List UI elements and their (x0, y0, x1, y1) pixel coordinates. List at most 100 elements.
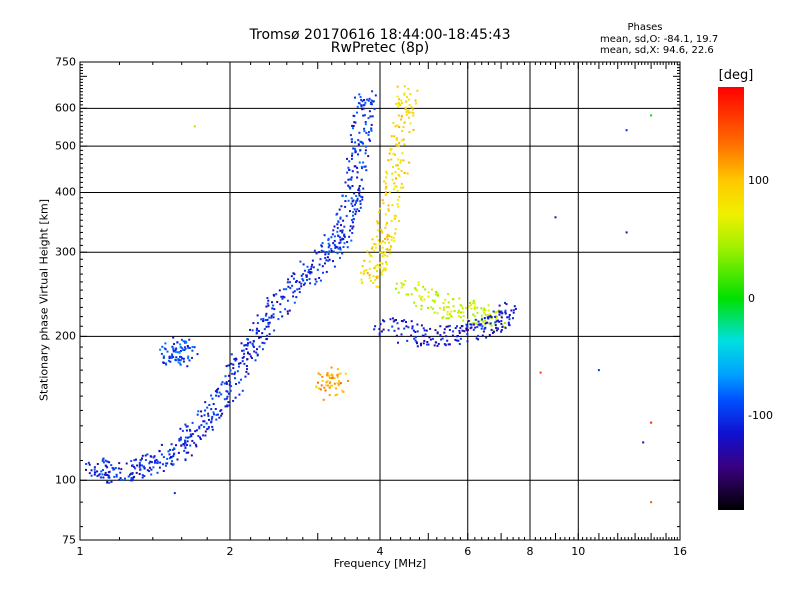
echo-point (386, 221, 388, 224)
echo-point (364, 165, 367, 168)
echo-point (311, 263, 314, 266)
echo-point (336, 252, 339, 255)
echo-point (296, 288, 299, 291)
echo-point (395, 102, 398, 105)
echo-point (191, 356, 193, 359)
echo-point (333, 244, 336, 246)
echo-point (188, 436, 191, 439)
echo-point (288, 281, 291, 284)
echo-point (93, 473, 96, 476)
isolated-echo-point (625, 231, 628, 234)
echo-point (407, 326, 410, 329)
echo-point (458, 332, 461, 334)
echo-point (96, 475, 99, 478)
echo-point (397, 291, 400, 294)
echo-point (167, 359, 170, 362)
echo-point (331, 384, 333, 387)
y-tick-label: 75 (62, 533, 76, 547)
echo-point (138, 473, 141, 475)
echo-point (395, 144, 398, 147)
echo-point (176, 458, 179, 461)
echo-point (395, 282, 398, 285)
echo-point (350, 202, 353, 205)
echo-point (371, 90, 374, 93)
echo-point (375, 285, 378, 288)
echo-point (454, 338, 457, 341)
echo-point (184, 423, 187, 426)
echo-point (408, 111, 410, 114)
echo-point (430, 306, 433, 309)
stats-x-mode: mean, sd,X: 94.6, 22.6 (600, 45, 714, 56)
echo-point (337, 384, 340, 387)
colorbar-unit: [deg] (718, 68, 754, 83)
echo-point (328, 244, 331, 247)
echo-point (172, 350, 175, 353)
echo-point (422, 335, 425, 337)
echo-point (391, 325, 394, 328)
echo-point (402, 159, 405, 162)
echo-point (405, 100, 408, 103)
echo-point (489, 313, 492, 316)
echo-point (285, 288, 288, 291)
echo-point (249, 355, 252, 358)
echo-point (125, 462, 128, 465)
echo-point (379, 266, 382, 269)
echo-point (482, 309, 485, 312)
echo-point (354, 150, 357, 153)
echo-point (246, 338, 249, 341)
echo-point (339, 216, 342, 219)
echo-point (179, 350, 182, 352)
echo-point (400, 102, 403, 105)
echo-point (314, 278, 317, 281)
y-tick-label: 300 (55, 245, 76, 259)
echo-point (474, 326, 477, 329)
echo-point (130, 477, 133, 479)
echo-point (261, 341, 264, 344)
echo-point (395, 177, 397, 180)
echo-point (327, 242, 330, 245)
echo-point (337, 373, 340, 376)
echo-point (381, 199, 384, 202)
echo-point (252, 345, 255, 348)
echo-point (498, 310, 501, 313)
echo-point (359, 202, 362, 205)
echo-point (182, 357, 185, 360)
echo-point (434, 293, 437, 296)
echo-point (484, 326, 487, 329)
echo-point (220, 393, 223, 396)
echo-point (403, 327, 406, 330)
echo-point (184, 341, 187, 344)
echo-point (355, 210, 358, 213)
echo-point (156, 471, 159, 474)
echo-point (395, 334, 398, 337)
echo-point (506, 316, 509, 319)
echo-point (355, 200, 358, 203)
echo-point (346, 246, 349, 249)
echo-point (446, 313, 449, 316)
echo-point (397, 102, 400, 105)
echo-point (350, 239, 353, 242)
echo-point (324, 389, 327, 392)
echo-point (369, 280, 372, 282)
echo-point (361, 100, 364, 103)
echo-point (401, 130, 404, 132)
echo-point (216, 413, 219, 416)
echo-point (303, 269, 306, 272)
echo-point (476, 319, 479, 322)
echo-point (439, 307, 441, 310)
echo-point (393, 240, 396, 243)
echo-point (184, 347, 187, 350)
echo-point (387, 204, 390, 207)
echo-point (88, 463, 91, 466)
echo-point (168, 453, 171, 456)
echo-point (512, 311, 515, 314)
echo-point (226, 390, 229, 393)
echo-point (361, 265, 364, 267)
echo-point (251, 342, 254, 345)
echo-point (216, 388, 219, 391)
isolated-echo-point (650, 114, 653, 117)
echo-point (364, 101, 367, 104)
echo-point (376, 275, 379, 278)
echo-point (186, 436, 189, 439)
echo-point (396, 322, 399, 325)
